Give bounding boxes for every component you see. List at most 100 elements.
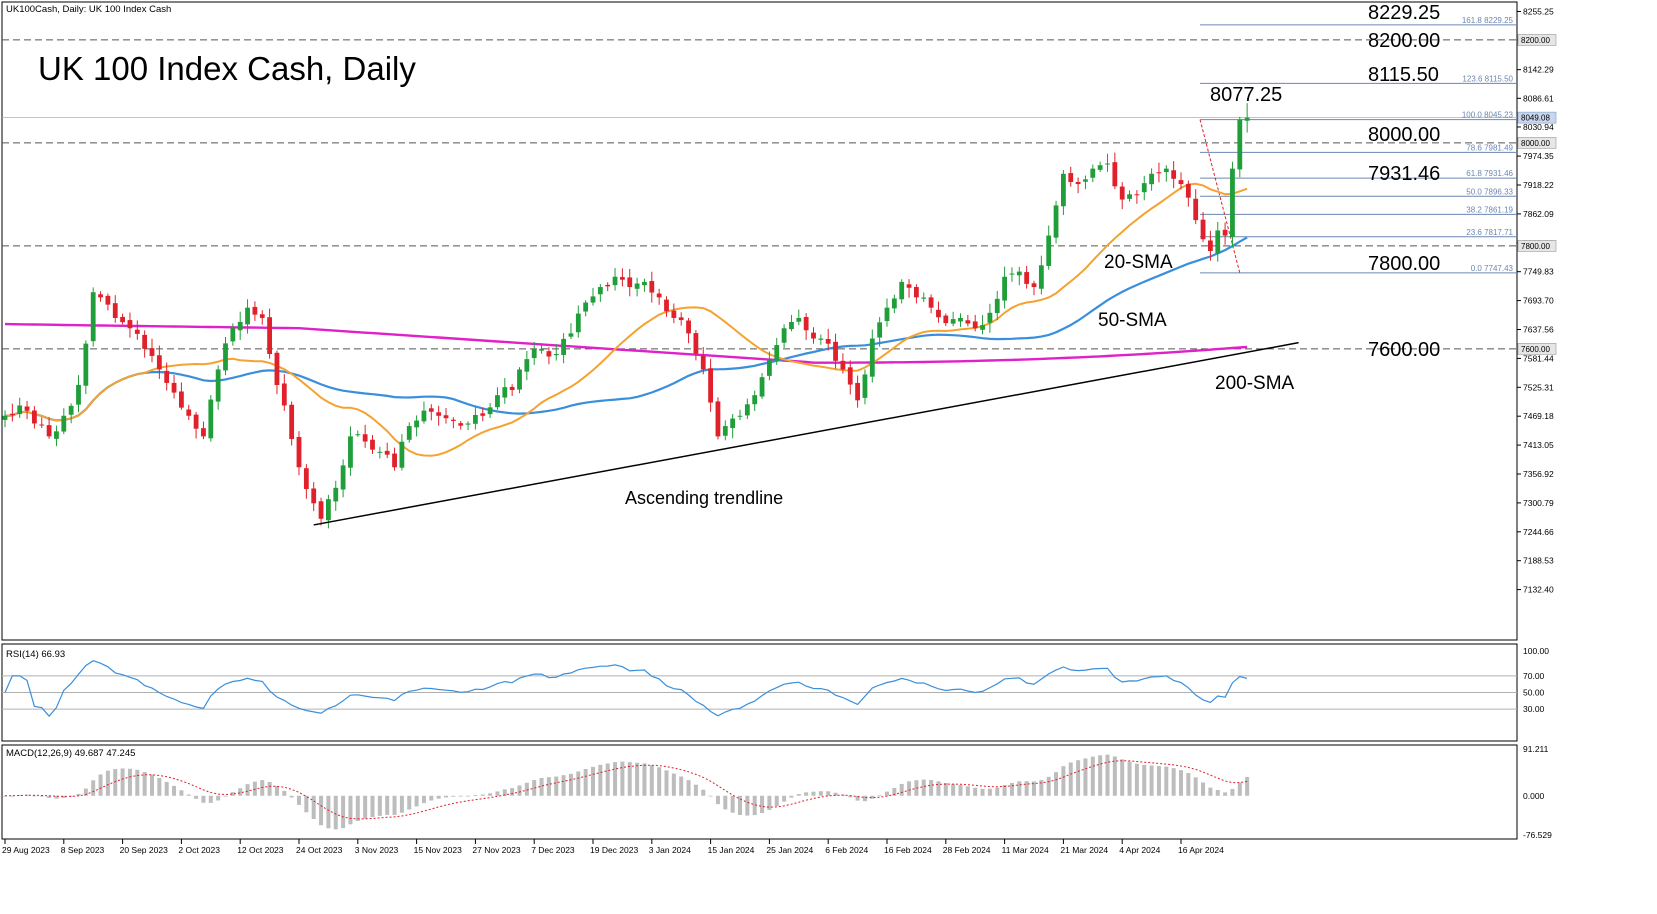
macd-bar-149 xyxy=(1098,755,1103,796)
candle-body-124 xyxy=(914,287,919,298)
candle-body-74 xyxy=(546,351,552,357)
price-panel-frame xyxy=(1,1,1518,641)
macd-bar-87 xyxy=(642,763,647,796)
macd-bar-135 xyxy=(995,787,1000,796)
price-tick-label-5: 7974.35 xyxy=(1523,151,1554,161)
macd-bar-62 xyxy=(458,795,463,797)
candle-body-65 xyxy=(480,413,486,416)
candle-body-149 xyxy=(1097,165,1103,170)
macd-bar-141 xyxy=(1039,780,1044,796)
macd-bar-55 xyxy=(407,795,412,810)
candle-body-4 xyxy=(32,410,37,424)
macd-bar-41 xyxy=(304,795,309,813)
date-tick-label-9: 7 Dec 2023 xyxy=(531,845,575,855)
rsi-tick-label-0: 100.00 xyxy=(1523,646,1549,656)
candle-body-152 xyxy=(1119,186,1125,200)
candle-body-27 xyxy=(201,428,206,437)
candle-body-95 xyxy=(700,355,706,370)
macd-bar-32 xyxy=(238,788,243,796)
candle-body-78 xyxy=(575,313,581,333)
macd-bar-155 xyxy=(1142,764,1147,796)
macd-bar-123 xyxy=(907,781,912,796)
macd-bar-80 xyxy=(591,766,595,796)
candle-body-96 xyxy=(708,368,713,403)
price-tick-label-17: 7300.79 xyxy=(1523,498,1554,508)
candle-body-126 xyxy=(928,297,934,308)
date-tick-label-16: 28 Feb 2024 xyxy=(943,845,991,855)
candle-body-163 xyxy=(1200,219,1206,240)
candle-body-87 xyxy=(642,281,647,286)
macd-bar-136 xyxy=(1002,785,1007,796)
price-tick-label-3: 8086.61 xyxy=(1523,93,1554,103)
macd-bar-1 xyxy=(10,795,15,797)
candle-body-55 xyxy=(406,426,412,440)
candle-body-143 xyxy=(1053,205,1059,238)
macd-bar-107 xyxy=(789,795,794,798)
macd-bar-126 xyxy=(929,780,934,796)
candle-body-89 xyxy=(656,293,662,298)
macd-bar-67 xyxy=(495,791,500,796)
candle-body-159 xyxy=(1171,170,1177,179)
macd-bar-162 xyxy=(1193,777,1198,796)
candle-body-150 xyxy=(1105,163,1110,165)
macd-bar-59 xyxy=(436,795,441,799)
candle-body-79 xyxy=(583,302,589,312)
macd-bar-51 xyxy=(377,795,382,816)
macd-bar-70 xyxy=(517,785,522,796)
macd-bar-93 xyxy=(686,780,691,796)
macd-bar-8 xyxy=(61,795,66,798)
price-tick-label-12: 7581.44 xyxy=(1523,353,1554,363)
candle-body-53 xyxy=(392,453,397,468)
macd-panel-frame xyxy=(1,744,1518,840)
date-tick-label-2: 20 Sep 2023 xyxy=(120,845,168,855)
macd-layer xyxy=(3,754,1250,830)
macd-bar-49 xyxy=(363,795,368,819)
rsi-layer xyxy=(2,660,1517,718)
candle-body-107 xyxy=(789,321,794,330)
macd-bar-128 xyxy=(943,783,948,796)
candle-body-32 xyxy=(237,321,243,331)
candle-body-113 xyxy=(833,341,838,361)
macd-bar-130 xyxy=(958,785,963,796)
candle-body-110 xyxy=(811,332,816,339)
macd-bar-10 xyxy=(76,793,81,796)
candle-body-86 xyxy=(634,283,640,289)
page-title: UK 100 Index Cash, Daily xyxy=(38,50,416,87)
rsi-line xyxy=(4,660,1248,718)
macd-bar-56 xyxy=(414,795,419,807)
level-tag-0: 8200.00 xyxy=(1521,36,1550,45)
macd-bar-121 xyxy=(892,787,897,796)
label-50-sma: 50-SMA xyxy=(1098,310,1167,331)
macd-bar-5 xyxy=(39,795,44,797)
macd-bar-119 xyxy=(877,795,882,797)
macd-bar-6 xyxy=(47,795,52,798)
date-tick-label-17: 11 Mar 2024 xyxy=(1002,845,1049,855)
sma-layer xyxy=(4,182,1248,457)
sma-50-line xyxy=(4,236,1248,422)
candle-body-148 xyxy=(1090,168,1096,178)
candle-body-158 xyxy=(1163,168,1169,173)
candle-body-139 xyxy=(1024,272,1030,284)
macd-tick-label-2: -76.529 xyxy=(1523,830,1552,840)
candle-body-120 xyxy=(884,307,890,322)
candle-body-117 xyxy=(862,374,868,398)
candle-body-26 xyxy=(193,414,199,429)
macd-bar-69 xyxy=(510,788,515,796)
macd-bar-134 xyxy=(987,788,992,796)
macd-bar-38 xyxy=(282,790,287,796)
candle-body-151 xyxy=(1112,162,1118,187)
fib-label-0: 161.8 8229.25 xyxy=(1462,16,1514,25)
candle-body-39 xyxy=(289,404,295,440)
macd-bar-139 xyxy=(1024,781,1029,796)
macd-bar-46 xyxy=(341,795,346,829)
fib-label-1: 123.6 8115.50 xyxy=(1462,74,1513,83)
candle-body-12 xyxy=(90,292,96,342)
macd-bar-27 xyxy=(201,795,206,803)
candle-body-134 xyxy=(987,312,993,323)
macd-bar-61 xyxy=(451,795,456,797)
macd-signal-line xyxy=(4,760,1248,820)
macd-bar-35 xyxy=(260,780,265,796)
price-tick-label-13: 7525.31 xyxy=(1523,382,1554,392)
macd-bar-88 xyxy=(649,765,654,796)
macd-bar-82 xyxy=(605,763,610,796)
